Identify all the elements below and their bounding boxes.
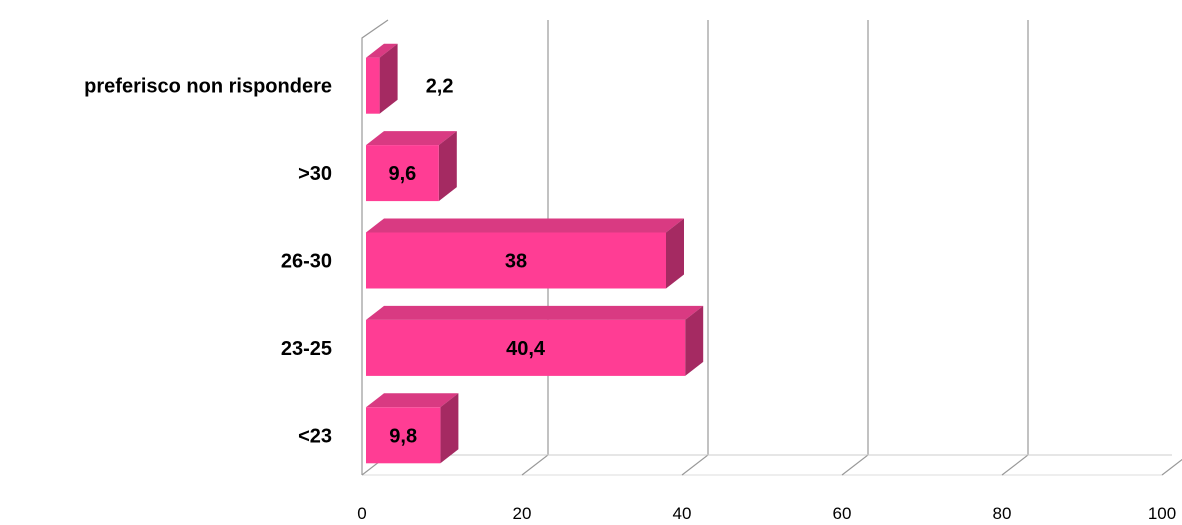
- grid-layer: [361, 19, 1182, 476]
- bar-side: [440, 393, 459, 464]
- bar-layer: [366, 43, 704, 464]
- left-wall: [361, 19, 389, 475]
- category-label: 26-30: [281, 251, 332, 273]
- category-label: 23-25: [281, 338, 332, 360]
- data-label: 38: [505, 251, 527, 273]
- gridline-60: [841, 20, 869, 476]
- gridline-40: [681, 20, 709, 476]
- bar: [366, 407, 441, 464]
- bar-side: [438, 131, 457, 202]
- x-tick-label: 40: [673, 504, 692, 523]
- bar-top: [366, 131, 457, 146]
- gridline-100: [1161, 458, 1182, 476]
- bar: [366, 319, 686, 376]
- bar-side: [685, 305, 704, 376]
- label-layer: 0 20 40 60 80 100 9,8 <23 40,4 23-25 38 26-30 9,6 >30…: [84, 76, 1176, 523]
- x-tick-label: 20: [513, 504, 532, 523]
- bar: [366, 145, 439, 202]
- category-label: preferisco non rispondere: [84, 76, 332, 98]
- x-tick-label: 80: [993, 504, 1012, 523]
- bar-side: [379, 43, 398, 114]
- data-label: 40,4: [506, 338, 546, 360]
- bar-top: [366, 305, 704, 320]
- bar: [366, 232, 666, 289]
- x-tick-label: 60: [833, 504, 852, 523]
- bar-top: [366, 393, 459, 408]
- data-label: 9,8: [389, 425, 417, 447]
- x-tick-label: 100: [1148, 504, 1176, 523]
- category-label: <23: [298, 425, 332, 447]
- bar-side: [666, 218, 684, 289]
- x-tick-label: 0: [357, 504, 366, 523]
- gridline-80: [1001, 20, 1029, 476]
- bar: [366, 57, 380, 114]
- bar-top: [366, 43, 398, 58]
- category-label: >30: [298, 163, 332, 185]
- data-label: 9,6: [388, 163, 416, 185]
- data-label: 2,2: [426, 76, 454, 98]
- bar-top: [366, 218, 684, 233]
